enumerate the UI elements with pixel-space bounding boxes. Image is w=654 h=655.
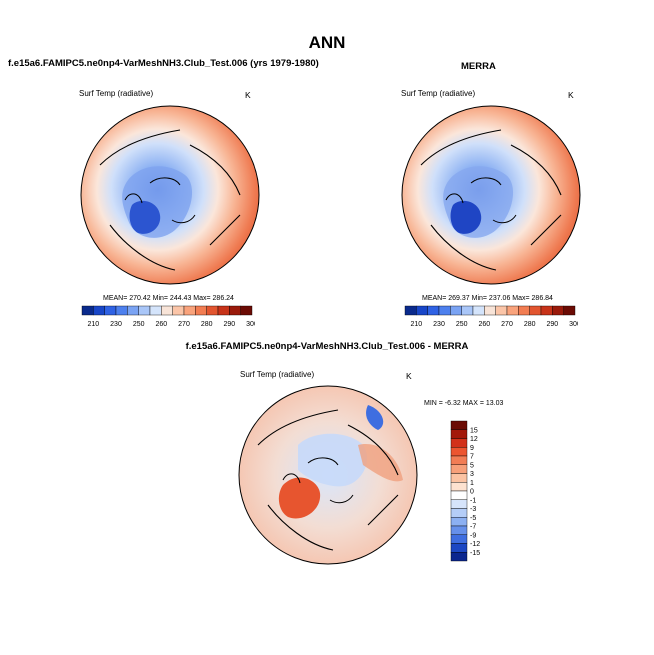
panel-1-colorbar-swatch [149, 305, 162, 316]
panel-1-colorbar-swatch [229, 305, 241, 316]
panel-2-colorbar-swatch [552, 305, 564, 316]
panel-1-colorbar-tick-label: 230 [110, 321, 122, 328]
panel-2-colorbar-tick-label: 290 [546, 321, 558, 328]
panel-2-colorbar-swatch [404, 305, 417, 316]
panel-3-colorbar-tick-label: 0 [470, 489, 474, 496]
panel-3-colorbar-tick-label: 1 [470, 480, 474, 487]
panel-3-colorbar-swatch [450, 490, 468, 500]
panel-3-colorbar-swatch [450, 525, 468, 535]
panel-1-colorbar-tick-label: 290 [223, 321, 235, 328]
panel-1-colorbar-tick-label: 270 [178, 321, 190, 328]
panel-3-colorbar-tick-label: 12 [470, 436, 478, 443]
panel-3-colorbar-tick-label: 15 [470, 427, 478, 434]
panel-3-colorbar-swatch [450, 438, 468, 448]
panel-3-colorbar-swatch [450, 420, 468, 430]
panel-3-colorbar-swatch [450, 508, 468, 518]
panel-3-colorbar-tick-label: 7 [470, 454, 474, 461]
panel-2-colorbar-tick-label: 260 [478, 321, 490, 328]
panel-3-colorbar-swatch [450, 482, 468, 492]
panel-2-stats: MEAN= 269.37 Min= 237.06 Max= 286.84 [422, 295, 553, 302]
panel-2-title: MERRA [461, 61, 496, 72]
panel-3-colorbar-tick-label: -9 [470, 532, 476, 539]
panel-1-title: f.e15a6.FAMIPC5.ne0np4-VarMeshNH3.Club_T… [8, 58, 319, 69]
panel-2-colorbar-swatch [484, 305, 496, 316]
panel-3-colorbar-tick-label: 5 [470, 462, 474, 469]
panel-2-colorbar-tick-label: 230 [433, 321, 445, 328]
panel-3-colorbar-swatch [450, 499, 468, 509]
panel-2-colorbar: 210 230 250 260 270 280 290 300 [404, 305, 578, 328]
panel-2-colorbar-swatch [427, 305, 440, 316]
panel-2-colorbar-swatch [495, 305, 508, 316]
main-title: ANN [308, 33, 346, 52]
panel-2-colorbar-tick-label: 280 [524, 321, 536, 328]
panel-2-colorbar-swatch [438, 305, 451, 316]
panel-1-colorbar-swatch [104, 305, 117, 316]
panel-2-colorbar-swatch [563, 305, 576, 316]
panel-3-colorbar-tick-label: -15 [470, 550, 480, 557]
panel-1-colorbar-tick-label: 280 [201, 321, 213, 328]
panel-3-colorbar-tick-label: -1 [470, 497, 476, 504]
panel-2-colorbar-tick-label: 300 [569, 321, 578, 328]
panel-2-variable: Surf Temp (radiative) [401, 89, 476, 98]
panel-3-variable: Surf Temp (radiative) [240, 370, 315, 379]
panel-1-colorbar-swatch [195, 305, 207, 316]
panel-2-polar-map [401, 105, 581, 285]
panel-1-colorbar-tick-label: 250 [133, 321, 145, 328]
panel-2-colorbar-tick-label: 270 [501, 321, 513, 328]
panel-2-colorbar-tick-label: 210 [410, 321, 422, 328]
panel-1-colorbar-swatch [161, 305, 173, 316]
panel-1-variable: Surf Temp (radiative) [79, 89, 154, 98]
panel-1-colorbar-tick-label: 300 [246, 321, 255, 328]
panel-1-colorbar-swatch [115, 305, 128, 316]
panel-3-title: f.e15a6.FAMIPC5.ne0np4-VarMeshNH3.Club_T… [185, 341, 469, 352]
panel-3-colorbar-tick-label: -7 [470, 524, 476, 531]
panel-3-colorbar-swatch [450, 473, 468, 483]
panel-2-colorbar-swatch [540, 305, 553, 316]
panel-1-colorbar-swatch [183, 305, 196, 316]
panel-3-colorbar-swatch [450, 517, 468, 527]
panel-3-colorbar-tick-label: -5 [470, 515, 476, 522]
panel-3-stats: MIN = -6.32 MAX = 13.03 [424, 400, 504, 407]
panel-3-colorbar: 15 12 9 75 3 1 0-1 -3 -5 -7-9 -12 -15 [450, 420, 480, 562]
panel-1-colorbar-swatch [240, 305, 253, 316]
panel-1-colorbar-swatch [217, 305, 230, 316]
panel-1-polar-map [80, 105, 260, 285]
panel-3-units: K [406, 371, 412, 381]
panel-1-colorbar-swatch [127, 305, 139, 316]
panel-3-colorbar-tick-label: 3 [470, 471, 474, 478]
panel-3-colorbar-swatch [450, 552, 468, 562]
panel-1-colorbar-tick-label: 210 [87, 321, 99, 328]
panel-3-colorbar-tick-label: 9 [470, 445, 474, 452]
panel-3-colorbar-swatch [450, 429, 468, 439]
panel-2-units: K [568, 90, 574, 100]
panel-1-colorbar-tick-label: 260 [155, 321, 167, 328]
panel-2-colorbar-swatch [450, 305, 462, 316]
panel-3-colorbar-swatch [450, 534, 468, 544]
panel-1-colorbar: 210 230 250 260 270 280 290 300 [81, 305, 255, 328]
panel-2-colorbar-swatch [518, 305, 530, 316]
panel-2-colorbar-swatch [461, 305, 474, 316]
panel-1-colorbar-swatch [93, 305, 105, 316]
panel-3-colorbar-swatch [450, 455, 468, 465]
panel-1-colorbar-swatch [172, 305, 185, 316]
panel-1-units: K [245, 90, 251, 100]
panel-2-colorbar-swatch [472, 305, 485, 316]
panel-3-colorbar-tick-label: -12 [470, 541, 480, 548]
panel-1-colorbar-swatch [206, 305, 219, 316]
panel-2-colorbar-swatch [416, 305, 428, 316]
panel-2-colorbar-swatch [529, 305, 542, 316]
panel-2-colorbar-tick-label: 250 [456, 321, 468, 328]
panel-1-colorbar-swatch [138, 305, 151, 316]
panel-1-colorbar-swatch [81, 305, 94, 316]
panel-1-stats: MEAN= 270.42 Min= 244.43 Max= 286.24 [103, 295, 234, 302]
panel-3-colorbar-swatch [450, 464, 468, 474]
panel-3-colorbar-swatch [450, 543, 468, 553]
panel-3-colorbar-tick-label: -3 [470, 506, 476, 513]
panel-2-colorbar-swatch [506, 305, 519, 316]
panel-3-polar-map [238, 385, 418, 565]
panel-3-colorbar-swatch [450, 447, 468, 457]
